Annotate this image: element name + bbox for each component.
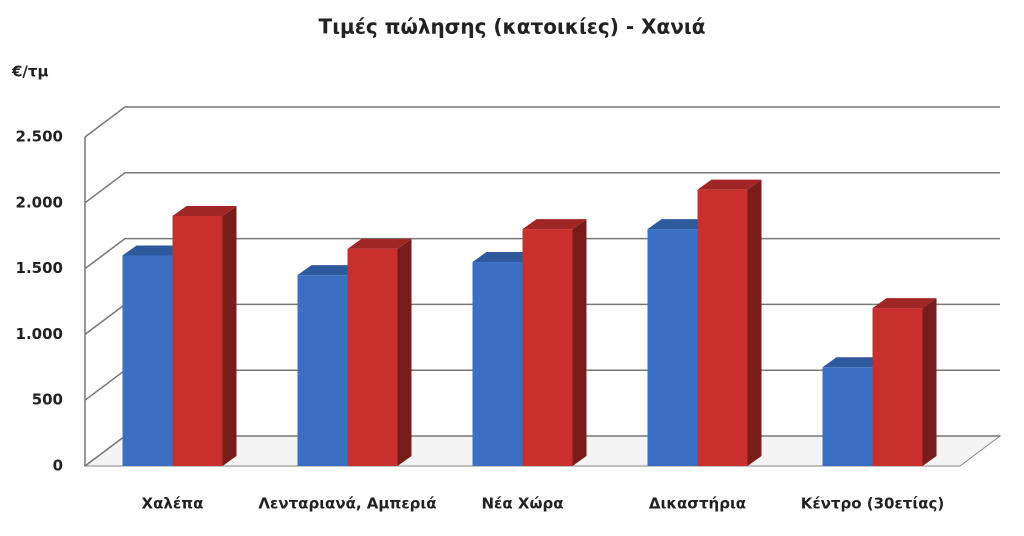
bar — [347, 248, 398, 466]
y-axis-label: €/τμ — [11, 63, 49, 81]
bar-top — [522, 219, 587, 230]
bar — [122, 255, 173, 466]
bar-top — [822, 357, 887, 368]
x-tick-label: Νέα Χώρα — [481, 495, 563, 513]
x-tick-label: Κέντρο (30ετίας) — [801, 495, 945, 513]
bar — [297, 275, 348, 466]
bar-top — [297, 265, 362, 276]
y-tick-label: 1.000 — [16, 325, 63, 343]
bar-side — [572, 219, 587, 466]
bar-top — [697, 179, 762, 190]
bar-side — [222, 205, 237, 466]
grid-line — [84, 106, 1000, 138]
bar — [647, 229, 698, 466]
y-tick-label: 1.500 — [16, 259, 63, 277]
bar-top — [472, 252, 537, 263]
x-tick-label: Λενταριανά, Αμπεριά — [258, 495, 436, 513]
bar-top — [172, 205, 237, 216]
bar — [822, 367, 873, 466]
y-tick-label: 2.500 — [16, 128, 63, 146]
bar-top — [872, 298, 937, 309]
bar — [472, 262, 523, 466]
y-tick-label: 500 — [32, 391, 63, 409]
bar-top — [647, 219, 712, 230]
bar-top — [347, 238, 412, 249]
grid-line — [84, 172, 1000, 204]
y-tick-label: 0 — [53, 457, 63, 475]
bar — [522, 229, 573, 466]
bar — [697, 189, 748, 466]
bar-side — [922, 298, 937, 466]
y-tick-label: 2.000 — [16, 193, 63, 211]
bar — [872, 308, 923, 466]
x-tick-label: Δικαστήρια — [649, 495, 746, 513]
bar-side — [747, 179, 762, 466]
bar-side — [397, 238, 412, 466]
bar — [172, 215, 223, 466]
x-tick-label: Χαλέπα — [142, 495, 204, 513]
chart-title: Τιμές πώλησης (κατοικίες) - Χανιά — [319, 15, 706, 39]
bar-top — [122, 245, 187, 256]
